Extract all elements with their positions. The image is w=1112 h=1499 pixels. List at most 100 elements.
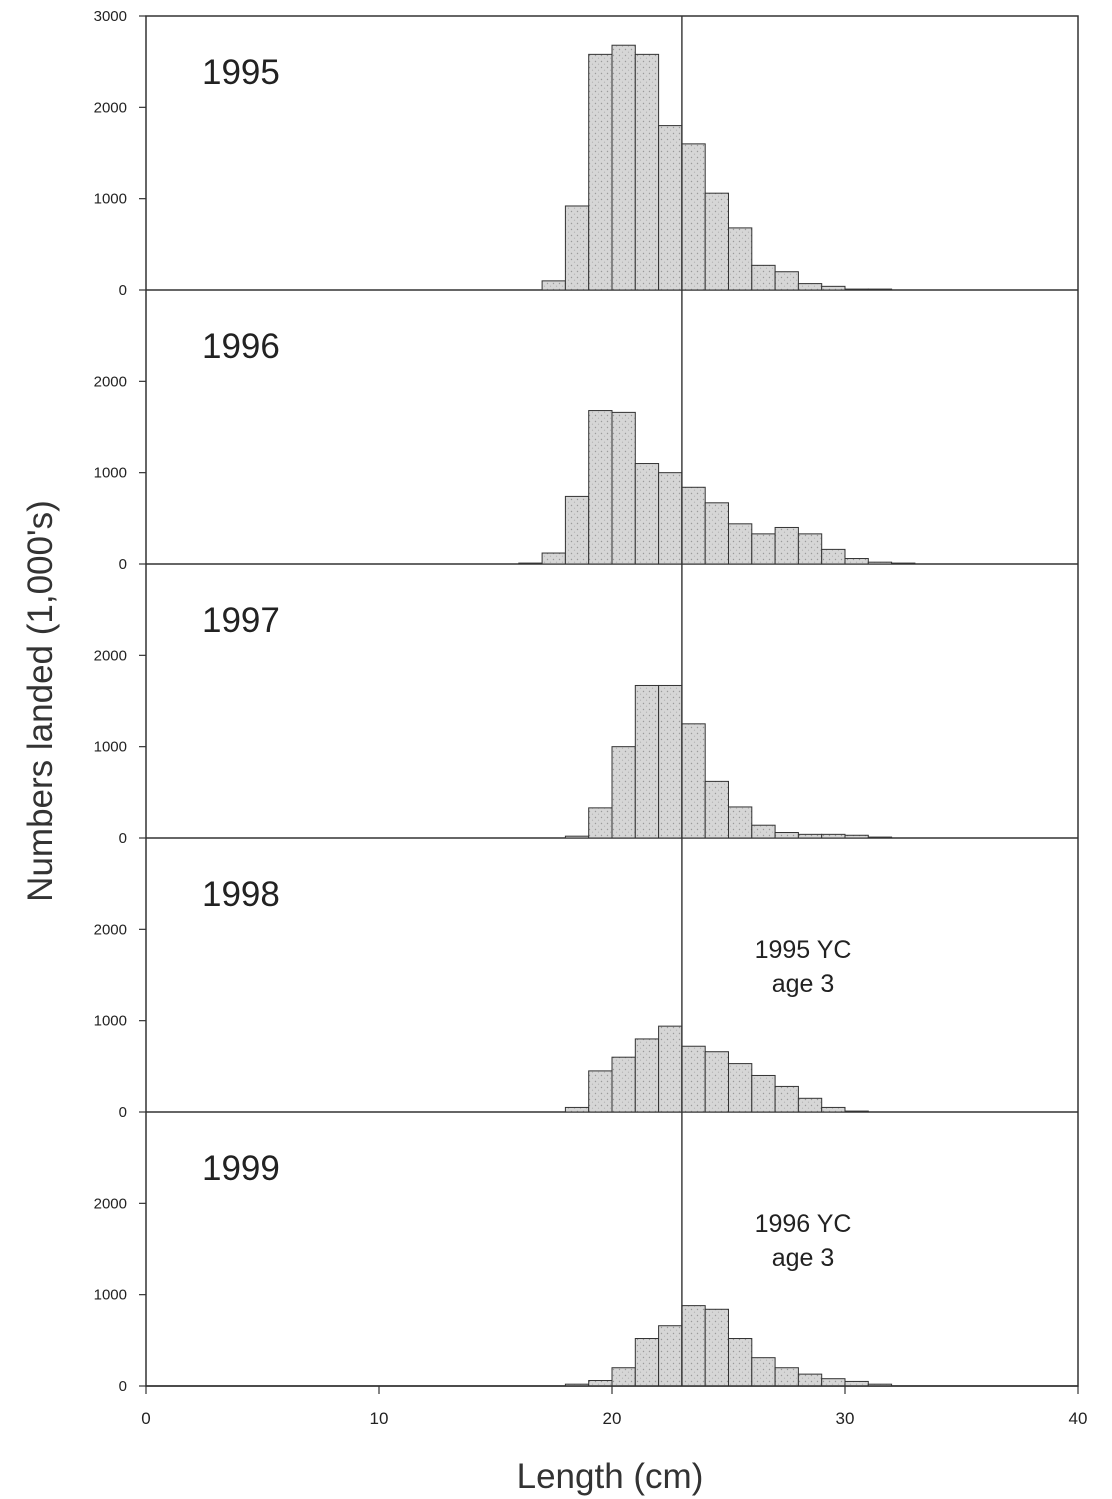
bar (704, 1308, 730, 1387)
y-tick-label: 2000 (94, 921, 127, 938)
bar (867, 561, 893, 565)
bar (821, 548, 846, 565)
bar (658, 472, 683, 565)
bar (728, 1063, 753, 1113)
y-tick-label: 2000 (94, 99, 127, 116)
plot-frame (145, 15, 1079, 1387)
bar (611, 411, 636, 565)
bar (821, 1378, 846, 1387)
bar (844, 834, 869, 839)
bar (704, 192, 730, 291)
bar (844, 288, 869, 291)
bar (751, 824, 776, 839)
bar (891, 562, 916, 565)
bar (797, 1097, 823, 1113)
x-tick-label: 20 (603, 1409, 622, 1428)
panel-1997: 0 1000 2000 1997 (94, 601, 1078, 847)
bar (634, 463, 660, 565)
y-tick-label: 1000 (94, 1013, 127, 1030)
bar (681, 1305, 706, 1387)
bar (611, 44, 636, 291)
bar (634, 684, 660, 839)
bar (774, 832, 799, 839)
x-tick-label: 10 (370, 1409, 389, 1428)
bar (774, 1085, 799, 1113)
bar (541, 552, 566, 565)
bar (658, 684, 683, 839)
panels-layer: 0 1000 2000 3000 1995 0 1000 2000 1996 0 1000 2000 1… (94, 8, 1078, 1395)
bar (681, 486, 706, 565)
bar (704, 1051, 730, 1113)
panel-year-label: 1997 (202, 601, 280, 640)
bar (658, 125, 683, 291)
bar (518, 562, 543, 565)
bar (634, 1338, 660, 1387)
panel-1995: 0 1000 2000 3000 1995 (94, 8, 1078, 299)
bar (611, 1367, 636, 1387)
bar (821, 1106, 846, 1113)
bar (821, 285, 846, 291)
panel-1998: 0 1000 2000 1998 1995 YC age 3 (94, 875, 1078, 1121)
bar (774, 1367, 799, 1387)
y-axis-title: Numbers landed (1,000's) (21, 500, 60, 902)
bar (564, 205, 590, 291)
bar (728, 227, 753, 291)
panel-annotation: age 3 (772, 970, 835, 998)
y-tick-label: 2000 (94, 373, 127, 390)
y-tick-label: 0 (119, 1378, 127, 1395)
bar (844, 1110, 869, 1113)
bar (797, 283, 823, 291)
bar (821, 833, 846, 839)
panel-annotation: 1995 YC (755, 936, 852, 964)
bar (564, 835, 590, 839)
bar (564, 1106, 590, 1113)
bar (588, 807, 613, 839)
x-tick-label: 40 (1069, 1409, 1088, 1428)
bar (588, 410, 613, 565)
y-tick-label: 1000 (94, 1287, 127, 1304)
y-tick-label: 0 (119, 830, 127, 847)
bar (611, 746, 636, 839)
panel-year-label: 1998 (202, 875, 280, 914)
y-tick-label: 0 (119, 556, 127, 573)
panel-annotation: age 3 (772, 1244, 835, 1272)
y-tick-label: 3000 (94, 8, 127, 25)
bar (774, 271, 799, 291)
bar (681, 1045, 706, 1113)
y-tick-label: 2000 (94, 1195, 127, 1212)
bar (728, 806, 753, 839)
bar (588, 53, 613, 291)
bar (728, 523, 753, 565)
x-axis-title: Length (cm) (517, 1457, 704, 1496)
bar (867, 288, 893, 291)
bar (797, 533, 823, 565)
x-axis: 0 10 20 30 40 (141, 1386, 1087, 1428)
x-tick-label: 0 (141, 1409, 150, 1428)
bar (564, 495, 590, 565)
y-tick-label: 1000 (94, 191, 127, 208)
bar (611, 1056, 636, 1113)
bar (797, 1373, 823, 1387)
panel-1999: 0 1000 2000 1999 1996 YC age 3 (94, 1149, 1078, 1395)
x-tick-label: 30 (836, 1409, 855, 1428)
bar (681, 143, 706, 291)
panel-year-label: 1999 (202, 1149, 280, 1188)
bar (588, 1070, 613, 1113)
panel-year-label: 1995 (202, 53, 280, 92)
bar (588, 1380, 613, 1387)
bar (728, 1338, 753, 1387)
y-tick-label: 1000 (94, 465, 127, 482)
bar (541, 280, 566, 291)
panel-1996: 0 1000 2000 1996 (94, 327, 1078, 573)
bar (658, 1325, 683, 1387)
bar (751, 1357, 776, 1387)
bar (704, 502, 730, 565)
bar (634, 1038, 660, 1113)
bar (797, 833, 823, 839)
bar (681, 723, 706, 839)
bar (774, 526, 799, 565)
panel-year-label: 1996 (202, 327, 280, 366)
bar (751, 533, 776, 565)
panel-annotation: 1996 YC (755, 1210, 852, 1238)
